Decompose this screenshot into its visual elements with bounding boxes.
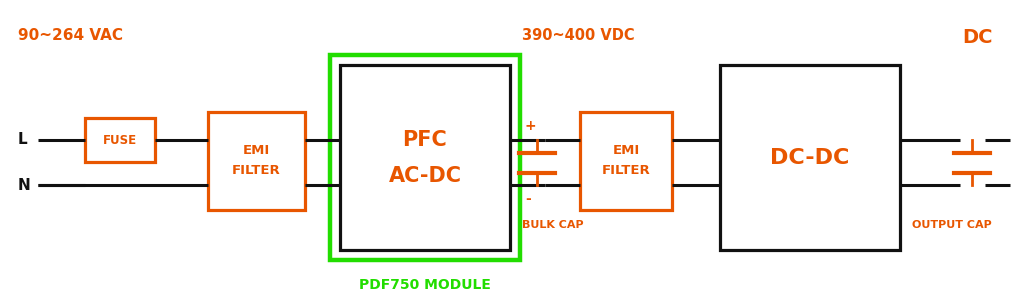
Text: 90~264 VAC: 90~264 VAC [18, 28, 123, 43]
Text: L: L [18, 133, 28, 147]
Text: OUTPUT CAP: OUTPUT CAP [912, 220, 992, 230]
Text: DC: DC [963, 28, 993, 47]
Text: FUSE: FUSE [103, 134, 137, 146]
Bar [720, 65, 900, 250]
Bar [580, 112, 672, 210]
Bar [330, 55, 520, 260]
Text: DC-DC: DC-DC [770, 147, 850, 168]
Text: FILTER: FILTER [602, 165, 650, 177]
Text: EMI: EMI [612, 145, 640, 157]
Text: BULK CAP: BULK CAP [522, 220, 584, 230]
Text: PDF750 MODULE: PDF750 MODULE [359, 278, 490, 292]
Bar [85, 118, 155, 162]
Bar [340, 65, 510, 250]
Text: N: N [18, 177, 31, 192]
Text: FILTER: FILTER [232, 165, 281, 177]
Text: EMI: EMI [243, 145, 270, 157]
Text: +: + [525, 119, 537, 133]
Text: PFC: PFC [402, 130, 447, 150]
Text: -: - [525, 192, 530, 206]
Text: 390~400 VDC: 390~400 VDC [522, 28, 635, 43]
Bar [208, 112, 305, 210]
Text: AC-DC: AC-DC [388, 165, 462, 185]
